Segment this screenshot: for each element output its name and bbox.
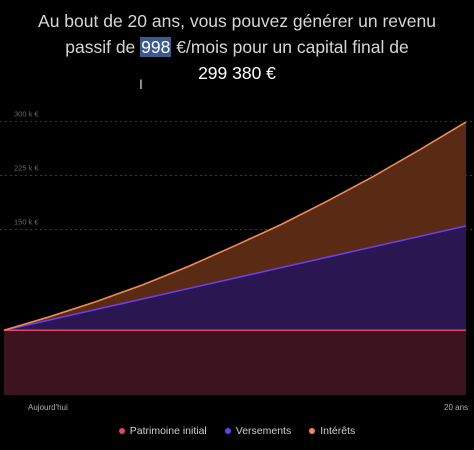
legend-item-patrimoine[interactable]: Patrimoine initial <box>118 425 207 437</box>
projection-chart: 150 k € 225 k € 300 k € Aujourd'hui 20 ans <box>0 110 474 412</box>
legend-label-interets: Intérêts <box>320 425 356 437</box>
x-tick-label-0: Aujourd'hui <box>28 403 68 412</box>
headline: Au bout de 20 ans, vous pouvez générer u… <box>0 8 474 86</box>
headline-line-2: passif de 998 €/mois pour un capital fin… <box>0 34 474 60</box>
legend-label-patrimoine: Patrimoine initial <box>129 425 207 437</box>
x-tick-label-1: 20 ans <box>444 403 468 412</box>
final-capital-value: 299 380 € <box>198 63 276 83</box>
headline-prefix: passif de <box>65 37 141 57</box>
line-interets <box>3 121 467 332</box>
area-interets <box>4 122 466 331</box>
legend-dot-interets <box>309 428 316 434</box>
legend-item-interets[interactable]: Intérêts <box>309 425 355 437</box>
line-versements <box>3 225 467 332</box>
monthly-income-unit: €/mois <box>171 37 228 57</box>
area-versements <box>4 225 466 331</box>
area-patrimoine-initial <box>4 330 466 395</box>
y-tick-label-0: 150 k € <box>14 218 39 227</box>
legend-dot-patrimoine <box>118 428 125 434</box>
text-cursor-icon: I <box>139 76 143 92</box>
legend-label-versements: Versements <box>235 425 292 437</box>
monthly-income-value[interactable]: 998 <box>140 37 172 57</box>
chart-legend: Patrimoine initial Versements Intérêts <box>0 425 474 437</box>
y-tick-label-1: 225 k € <box>14 164 39 173</box>
y-tick-label-2: 300 k € <box>14 110 39 119</box>
headline-suffix: pour un capital final de <box>227 37 409 57</box>
headline-line-1: Au bout de 20 ans, vous pouvez générer u… <box>38 11 436 31</box>
legend-item-versements[interactable]: Versements <box>224 425 292 437</box>
legend-dot-versements <box>224 428 231 434</box>
